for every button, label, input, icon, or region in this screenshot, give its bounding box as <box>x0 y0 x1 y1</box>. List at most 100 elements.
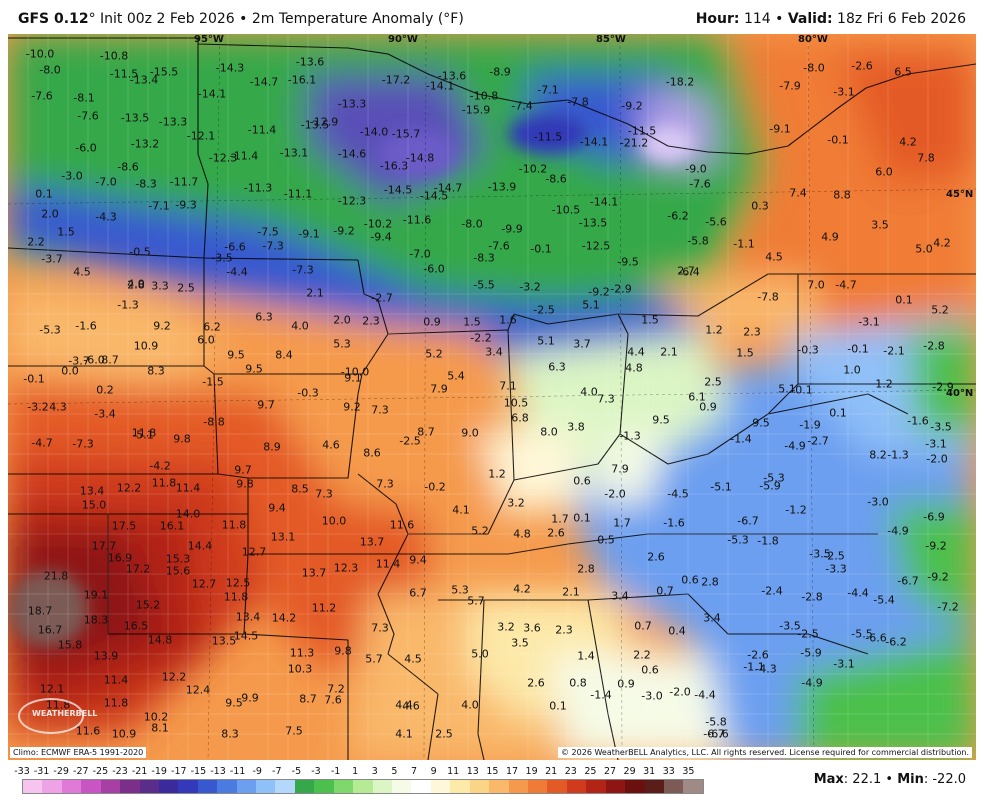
anomaly-value: 7.9 <box>430 382 448 396</box>
anomaly-value: -9.2 <box>925 539 947 553</box>
colorbar-tick-label: 5 <box>391 766 398 777</box>
anomaly-value: -7.1 <box>148 199 170 213</box>
anomaly-value: 2.6 <box>647 550 665 564</box>
anomaly-value: 7.3 <box>371 403 389 417</box>
colorbar-tick-label: 21 <box>545 766 558 777</box>
anomaly-value: 9.0 <box>461 426 479 440</box>
init-info: ° Init 00z 2 Feb 2026 • 2m Temperature A… <box>88 11 464 27</box>
anomaly-value: 6.1 <box>688 390 706 404</box>
colorbar-swatch <box>508 780 528 793</box>
anomaly-value: 12.2 <box>161 670 187 684</box>
anomaly-value: 13.1 <box>270 530 296 544</box>
colorbar-tick-label: 23 <box>564 766 577 777</box>
anomaly-value: -17.2 <box>381 73 411 87</box>
anomaly-value: 4.4 <box>627 345 645 359</box>
colorbar-tick-label: 13 <box>466 766 479 777</box>
anomaly-value: 9.1 <box>344 371 362 385</box>
anomaly-value: 1.6 <box>499 313 517 327</box>
anomaly-value: -6.7 <box>703 727 725 741</box>
anomaly-value: -7.4 <box>511 99 533 113</box>
anomaly-value: 5.3 <box>333 337 351 351</box>
anomaly-value: -12.3 <box>208 151 238 165</box>
colorbar-swatch <box>430 780 451 793</box>
colorbar-swatch <box>314 780 334 793</box>
anomaly-value: -7.8 <box>567 95 589 109</box>
anomaly-value: 9.4 <box>409 553 427 567</box>
anomaly-value: 16.5 <box>123 619 149 633</box>
map-header: GFS 0.12° Init 00z 2 Feb 2026 • 2m Tempe… <box>0 0 984 34</box>
anomaly-value: 13.4 <box>235 610 261 624</box>
anomaly-value: -10.8 <box>99 49 129 63</box>
anomaly-value: -6.0 <box>83 353 105 367</box>
anomaly-value: -6.9 <box>923 510 945 524</box>
colorbar-swatch <box>61 780 82 793</box>
anomaly-value: 7.4 <box>789 186 807 200</box>
anomaly-value: -14.5 <box>383 183 413 197</box>
anomaly-value: -6.4 <box>678 265 700 279</box>
anomaly-value: 3.5 <box>871 218 889 232</box>
anomaly-value: -2.8 <box>923 339 945 353</box>
anomaly-value: -12.5 <box>581 239 611 253</box>
anomaly-value: 9.5 <box>652 413 670 427</box>
anomaly-value: 12.7 <box>191 577 217 591</box>
anomaly-value: -13.6 <box>295 55 325 69</box>
anomaly-value: -9.2 <box>588 285 610 299</box>
anomaly-value: 2.3 <box>362 314 380 328</box>
anomaly-value: -7.5 <box>257 225 279 239</box>
anomaly-value: 0.9 <box>699 400 717 414</box>
anomaly-value: -14.7 <box>433 181 463 195</box>
anomaly-value: -4.3 <box>755 662 777 676</box>
anomaly-value: -1.6 <box>907 414 929 428</box>
anomaly-value: -10.2 <box>518 162 548 176</box>
anomaly-value: -4.2 <box>149 459 171 473</box>
colorbar-swatch <box>644 780 664 793</box>
anomaly-value: 2.1 <box>306 286 324 300</box>
anomaly-value: -7.0 <box>409 247 431 261</box>
colorbar-tick-label: 3 <box>371 766 378 777</box>
anomaly-value: -5.3 <box>727 533 749 547</box>
anomaly-value: -2.2 <box>470 331 492 345</box>
anomaly-value: 7.3 <box>315 487 333 501</box>
colorbar-tick-label: -1 <box>330 766 341 777</box>
weatherbell-logo: WEATHERBELL <box>18 698 97 734</box>
anomaly-value: 8.1 <box>151 721 169 735</box>
colorbar-tick-label: -9 <box>252 766 262 777</box>
anomaly-value: 8.3 <box>147 364 165 378</box>
anomaly-value: -0.1 <box>847 342 869 356</box>
max-value: : 22.1 • <box>843 772 898 787</box>
anomaly-value: 5.4 <box>447 369 465 383</box>
anomaly-value: 21.8 <box>43 569 69 583</box>
colorbar-tick-label: 35 <box>682 766 695 777</box>
anomaly-value: -11.5 <box>109 67 139 81</box>
anomaly-value: 5.2 <box>931 303 949 317</box>
anomaly-value: 5.1 <box>582 298 600 312</box>
anomaly-value: 19.1 <box>83 588 109 602</box>
anomaly-value: -3.1 <box>833 85 855 99</box>
anomaly-value: -7.2 <box>937 600 959 614</box>
anomaly-value: 2.0 <box>333 313 351 327</box>
anomaly-value: 8.3 <box>221 727 239 741</box>
colorbar-legend: -33 -31 -29 -27 -25 -23 -21 -19 -17 -15 -13 -11 -9 -7… <box>12 764 712 804</box>
anomaly-value: -6.6 <box>707 727 729 741</box>
anomaly-value: -3.5 <box>211 251 233 265</box>
anomaly-value: -15.9 <box>461 103 491 117</box>
anomaly-value: -9.2 <box>927 570 949 584</box>
anomaly-value: -6.2 <box>885 635 907 649</box>
anomaly-value: -2.0 <box>604 487 626 501</box>
anomaly-value: 9.7 <box>234 463 252 477</box>
anomaly-value: -11.6 <box>402 213 432 227</box>
colorbar-swatch <box>527 780 548 793</box>
anomaly-value: -2.4 <box>761 584 783 598</box>
anomaly-value: -12.1 <box>186 129 216 143</box>
anomaly-value: 15.6 <box>165 564 191 578</box>
anomaly-value: -3.1 <box>925 437 947 451</box>
anomaly-value: 6.3 <box>548 360 566 374</box>
anomaly-value: 9.2 <box>343 400 361 414</box>
anomaly-value: -7.6 <box>689 177 711 191</box>
anomaly-value: -9.3 <box>175 198 197 212</box>
anomaly-value: -3.1 <box>833 657 855 671</box>
anomaly-value: 9.5 <box>225 696 243 710</box>
anomaly-value: 9.7 <box>257 398 275 412</box>
anomaly-value: -0.5 <box>129 245 151 259</box>
anomaly-value: -5.5 <box>473 278 495 292</box>
